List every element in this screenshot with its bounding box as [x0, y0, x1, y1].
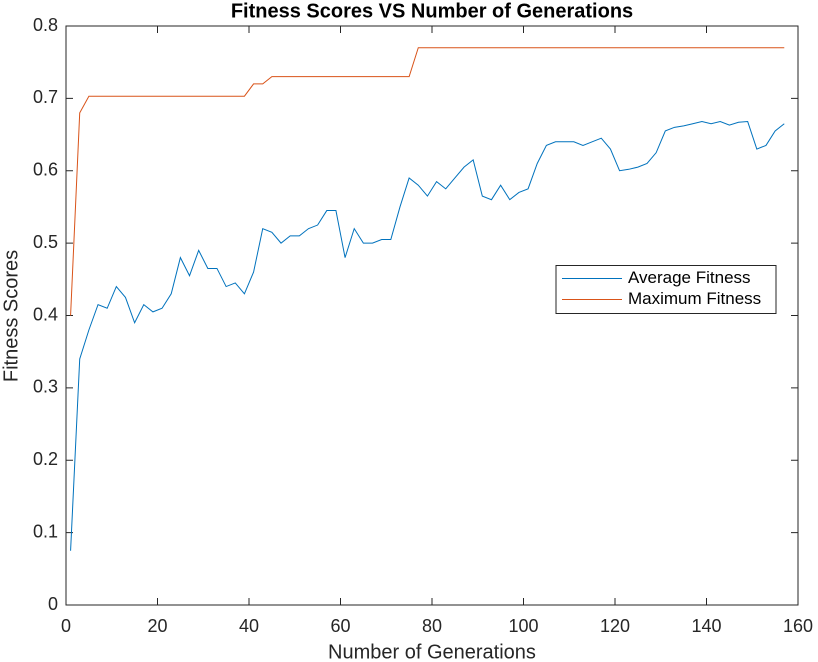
y-tick-label: 0.5	[33, 232, 58, 252]
data-line	[70, 121, 785, 551]
x-tick-label: 40	[239, 616, 259, 636]
y-axis-label: Fitness Scores	[0, 250, 22, 382]
x-tick-label: 160	[783, 616, 813, 636]
data-line	[70, 47, 785, 316]
y-tick-label: 0.3	[33, 377, 58, 397]
chart-title: Fitness Scores VS Number of Generations	[231, 0, 633, 22]
x-tick-label: 80	[422, 616, 442, 636]
x-tick-label: 100	[508, 616, 538, 636]
legend-box	[555, 265, 777, 314]
x-axis-label: Number of Generations	[328, 641, 536, 662]
y-tick-label: 0.4	[33, 304, 58, 324]
y-tick-label: 0.8	[33, 15, 58, 35]
x-tick-label: 60	[330, 616, 350, 636]
plot-area	[65, 25, 799, 606]
x-tick-label: 140	[691, 616, 721, 636]
legend-label: Maximum Fitness	[628, 289, 761, 308]
x-tick-label: 120	[600, 616, 630, 636]
x-tick-label: 0	[61, 616, 71, 636]
y-tick-label: 0.6	[33, 160, 58, 180]
y-tick-label: 0.7	[33, 87, 58, 107]
y-tick-label: 0.2	[33, 449, 58, 469]
legend-label: Average Fitness	[628, 268, 751, 287]
y-tick-label: 0.1	[33, 521, 58, 541]
x-tick-label: 20	[147, 616, 167, 636]
y-tick-label: 0	[48, 594, 58, 614]
